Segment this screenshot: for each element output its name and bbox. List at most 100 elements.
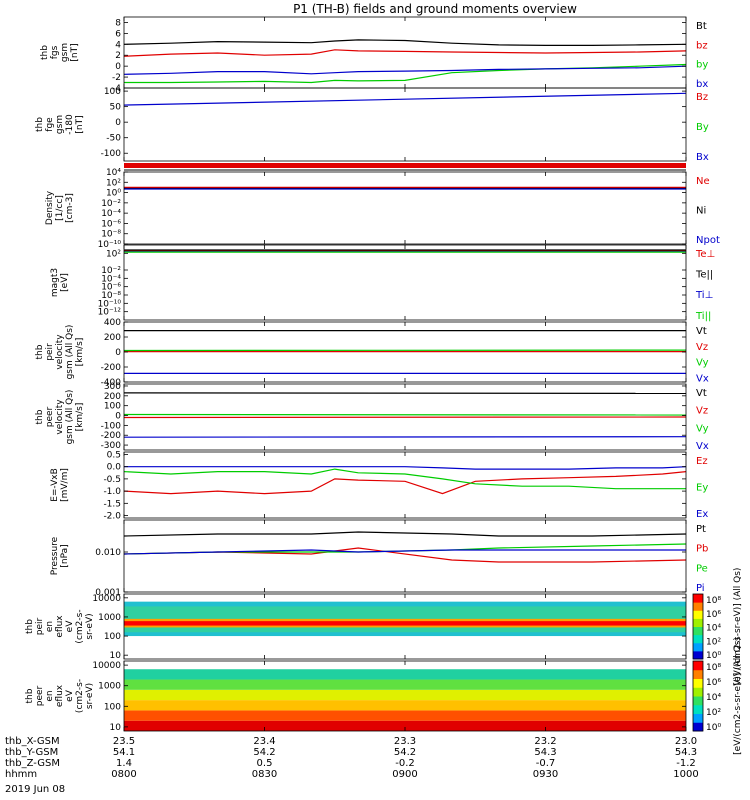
legend-label: Pe [696,563,708,574]
time-axis-row-value: 0.5 [257,758,273,769]
time-axis-row-value: 54.1 [113,747,135,758]
legend-label: Ez [696,456,708,467]
y-tick-label: 1000 [98,613,121,623]
y-tick-label: 10000 [92,661,121,671]
legend-label: Vx [696,374,709,385]
y-tick-label: 10000 [92,594,121,604]
y-axis-label: thb [40,45,50,60]
y-axis-label: eV [65,620,75,633]
y-axis-label: (cm2-s- [75,679,85,713]
spectrogram-band [124,679,686,690]
spectrogram-band [124,621,686,626]
series-line-blue [123,436,687,438]
spectrogram-band [124,700,686,711]
legend-label: Pt [696,524,706,535]
y-axis-label: magt3 [50,268,60,297]
y-tick-label: 300 [104,382,121,392]
legend-label: Vy [696,358,709,369]
y-axis-label: Pressure [50,536,60,575]
time-axis-row-value: 0830 [252,769,277,780]
time-axis-row-value: 1.4 [116,758,132,769]
legend-label: Vt [696,326,707,337]
y-tick-label: 2 [115,51,121,61]
legend-label: Bz [696,92,708,103]
y-tick-label: -0.5 [103,475,121,485]
y-axis-label: gsm (All Qs) [65,390,75,445]
y-axis-label: velocity [55,334,65,370]
y-axis-label: [nPa] [60,544,70,567]
time-axis-row-label: hhmm [5,769,37,780]
y-axis-label: eflux [55,615,65,638]
colorbar-tick-label: 10² [706,637,721,647]
y-axis-label: -180 [65,114,75,135]
y-axis-label: [mV/m] [60,468,70,502]
colorbar-frame [692,660,704,732]
series-line-blue [123,549,686,555]
y-axis-label: Density [45,190,55,225]
colorbar-segment [693,642,703,652]
legend-label: Pi [696,583,705,594]
time-axis-row-value: 23.2 [534,736,556,747]
legend-label: Ni [696,205,706,216]
legend-label: Vt [696,388,707,399]
colorbar-frame [692,593,704,660]
legend-label: Bt [696,21,707,32]
y-axis-label: peir [45,343,55,361]
y-tick-label: -100 [101,421,122,431]
y-tick-label: 100 [104,632,121,642]
time-axis-row-value: 0900 [392,769,417,780]
panel-frame [123,519,687,593]
colorbar-segment [693,713,703,723]
legend-label: Ey [696,483,708,494]
y-tick-label: -400 [101,378,122,388]
colorbar-segment [693,602,703,611]
y-tick-label: 0.5 [107,450,121,460]
y-tick-label: -1.0 [103,487,121,497]
y-tick-label: 100 [104,87,121,97]
colorbar-segment [693,661,703,671]
y-tick-label: 1000 [98,682,121,692]
series-line-blue [123,92,687,106]
y-tick-label: 100 [104,702,121,712]
y-axis-label: peer [35,685,45,706]
y-tick-label: 10 [110,651,122,661]
colorbar-segment [693,704,703,714]
spectrogram-band [124,720,686,731]
y-axis-label: sr-eV) [85,683,95,709]
y-tick-label: 4 [115,40,121,50]
y-tick-label: 50 [110,103,122,113]
date-label: 2019 Jun 08 [5,784,65,795]
legend-label: Vx [696,441,709,452]
plot-title: P1 (TH-B) fields and ground moments over… [293,2,577,16]
y-axis-label: (cm2-s- [75,609,85,643]
colorbar-segment [693,678,703,688]
y-axis-label: gsm [60,43,70,62]
y-axis-label: sr-eV) [85,613,95,639]
y-tick-label: -4 [112,84,121,94]
y-tick-label: -200 [101,431,122,441]
y-tick-label: 10⁻⁴ [101,209,121,219]
colorbar-tick-label: 10⁰ [706,723,721,733]
y-tick-label: 10⁻⁸ [101,291,121,301]
colorbar-segment [693,722,703,732]
time-axis-row-value: 0930 [533,769,558,780]
legend-label: Ti⊥ [695,290,713,301]
time-axis-row-label: thb_X-GSM [5,736,60,747]
legend-label: Pb [696,544,708,555]
time-axis-row-value: 23.4 [253,736,275,747]
y-axis-label: E=-VxB [50,468,60,502]
time-axis-row-value: 54.3 [534,747,556,758]
y-tick-label: 10⁻² [101,199,121,209]
y-tick-label: 0.001 [95,588,121,598]
colorbar-segment [693,618,703,627]
y-axis-label: thb [35,117,45,132]
series-line-green [124,63,687,84]
y-axis-label: [eV] [60,273,70,292]
y-axis-label: gsm (All Qs) [65,325,75,380]
colorbar-segment [693,687,703,697]
y-tick-label: -100 [101,149,122,159]
colorbar-segment [693,610,703,619]
y-tick-label: -300 [101,441,122,451]
series-line-black [123,39,687,47]
time-axis-row-label: thb_Y-GSM [5,747,58,758]
